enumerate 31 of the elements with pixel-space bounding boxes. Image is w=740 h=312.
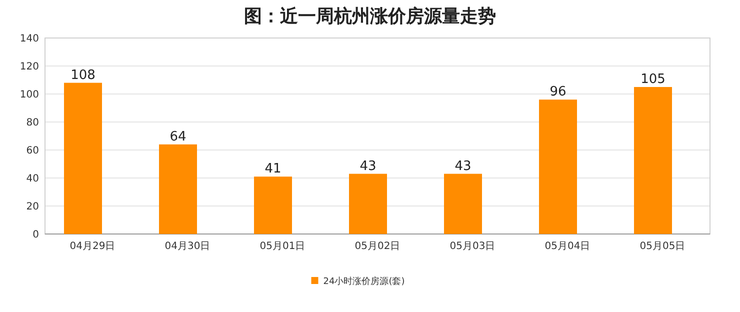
chart-title: 图：近一周杭州涨价房源量走势 bbox=[244, 6, 496, 27]
y-tick-label: 80 bbox=[26, 118, 39, 128]
x-tick-label: 05月05日 bbox=[640, 241, 686, 252]
data-label: 43 bbox=[360, 158, 376, 174]
data-label: 105 bbox=[640, 72, 666, 87]
bar bbox=[159, 144, 197, 234]
bar bbox=[634, 87, 672, 234]
y-tick-label: 140 bbox=[20, 34, 39, 44]
x-tick-label: 05月04日 bbox=[544, 241, 590, 252]
x-tick-label: 05月02日 bbox=[354, 241, 400, 252]
y-tick-label: 20 bbox=[26, 202, 39, 212]
y-tick-label: 100 bbox=[20, 90, 39, 100]
bar bbox=[444, 174, 482, 234]
x-tick-label: 05月01日 bbox=[260, 241, 306, 252]
x-tick-label: 05月03日 bbox=[450, 241, 496, 252]
bar bbox=[539, 100, 577, 234]
legend-label: 24小时涨价房源(套) bbox=[323, 276, 405, 287]
data-label: 96 bbox=[550, 84, 566, 100]
bar bbox=[349, 174, 387, 234]
x-tick-label: 04月30日 bbox=[164, 241, 210, 252]
bar bbox=[254, 176, 292, 234]
y-tick-label: 120 bbox=[20, 62, 39, 72]
data-label: 64 bbox=[170, 129, 186, 144]
y-tick-label: 60 bbox=[26, 146, 39, 156]
data-label: 41 bbox=[264, 162, 282, 177]
y-tick-label: 0 bbox=[32, 230, 39, 240]
x-tick-label: 04月29日 bbox=[70, 241, 116, 252]
data-label: 108 bbox=[70, 68, 96, 83]
y-tick-label: 40 bbox=[26, 174, 39, 184]
bar bbox=[64, 82, 102, 234]
data-label: 43 bbox=[454, 158, 472, 174]
